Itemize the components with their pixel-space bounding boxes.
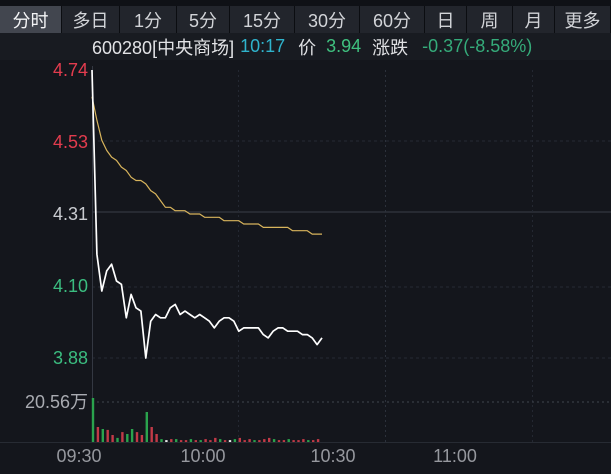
average-line xyxy=(91,96,322,235)
volume-bar xyxy=(111,435,114,442)
time-axis-label: 11:00 xyxy=(433,446,477,466)
timeshare-chart-area[interactable]: 4.74 4.53 4.31 4.10 3.88 20.56万 09:30 10:00 10:3… xyxy=(0,60,611,474)
volume-bar xyxy=(316,439,320,442)
volume-bar xyxy=(160,439,163,442)
period-tabbar: 分时 多日 1分 5分 15分 30分 60分日周月更多 xyxy=(0,0,611,33)
volume-bar xyxy=(272,439,276,442)
price-axis-label: 3.88 xyxy=(53,348,88,368)
price-axis-label: 4.74 xyxy=(53,60,88,80)
tab-15min[interactable]: 15分 xyxy=(230,6,295,33)
volume-bar xyxy=(302,439,305,442)
volume-bar xyxy=(140,435,144,442)
current-price: 3.94 xyxy=(326,36,362,56)
quote-time: 10:17 xyxy=(240,36,286,56)
volume-bar xyxy=(199,440,202,442)
volume-bar xyxy=(165,440,168,442)
volume-bar xyxy=(130,429,134,442)
volume-bar xyxy=(238,437,241,442)
time-axis-label: 09:30 xyxy=(56,446,101,466)
quote-infobar: 600280[中央商场] 10:17 价 3.94 涨跌 -0.37(-8.58… xyxy=(0,33,611,60)
tab-timeshare[interactable]: 分时 xyxy=(0,6,62,33)
volume-bar xyxy=(243,440,246,442)
tab-daily[interactable]: 日 xyxy=(425,6,467,33)
volume-bar xyxy=(307,440,310,442)
volume-bar xyxy=(214,437,217,442)
tab-monthly[interactable]: 月 xyxy=(513,6,555,33)
tab-60min[interactable]: 60分 xyxy=(360,6,425,33)
volume-bar xyxy=(228,440,232,442)
volume-bar xyxy=(189,439,193,442)
volume-bar xyxy=(233,439,237,442)
volume-bar xyxy=(209,440,212,442)
volume-bar xyxy=(101,429,104,442)
volume-bar xyxy=(184,440,188,442)
volume-bar xyxy=(282,440,286,442)
time-axis-label: 10:00 xyxy=(180,446,225,466)
price-axis-label: 4.53 xyxy=(53,132,88,152)
volume-bar xyxy=(91,398,95,442)
tab-30min[interactable]: 30分 xyxy=(295,6,360,33)
price-label: 价 xyxy=(298,37,317,58)
volume-bar xyxy=(106,429,109,442)
volume-bar xyxy=(194,440,197,442)
tab-more[interactable]: 更多 xyxy=(555,6,611,33)
volume-bar xyxy=(175,439,178,442)
volume-bar xyxy=(204,439,207,442)
volume-bar xyxy=(268,437,271,442)
price-axis-label: 4.31 xyxy=(53,204,88,224)
volume-bar xyxy=(179,440,183,442)
volume-bar xyxy=(263,439,266,442)
price-line xyxy=(91,69,323,359)
volume-bar xyxy=(150,427,153,442)
volume-bar xyxy=(253,440,256,442)
change-value: -0.37(-8.58%) xyxy=(422,36,533,56)
volume-bar xyxy=(297,440,300,442)
volume-axis-label: 20.56万 xyxy=(25,392,88,412)
volume-bar xyxy=(223,440,227,442)
price-axis-label: 4.10 xyxy=(53,276,88,296)
volume-bar xyxy=(126,434,129,442)
time-axis-label: 10:30 xyxy=(310,446,355,466)
volume-bar xyxy=(219,439,222,442)
tab-5min[interactable]: 5分 xyxy=(177,6,230,33)
volume-bar xyxy=(312,440,315,442)
tab-multiday[interactable]: 多日 xyxy=(62,6,120,33)
volume-bar xyxy=(116,437,119,442)
stock-code-name: 600280[中央商场] xyxy=(92,37,235,58)
volume-bar xyxy=(258,440,261,442)
tab-weekly[interactable]: 周 xyxy=(467,6,513,33)
volume-bar xyxy=(277,440,281,442)
volume-bar xyxy=(135,432,139,442)
volume-bar xyxy=(248,439,251,442)
tab-1min[interactable]: 1分 xyxy=(120,6,177,33)
volume-bar xyxy=(292,440,295,442)
volume-bar xyxy=(96,427,100,442)
change-label: 涨跌 xyxy=(372,37,409,58)
volume-bar xyxy=(155,434,158,442)
timeshare-chart[interactable]: 4.74 4.53 4.31 4.10 3.88 20.56万 09:30 10:00 10:3… xyxy=(0,60,611,474)
volume-bar xyxy=(170,439,173,442)
volume-bar xyxy=(121,432,124,442)
volume-bar xyxy=(145,412,148,442)
volume-bar xyxy=(287,439,290,442)
